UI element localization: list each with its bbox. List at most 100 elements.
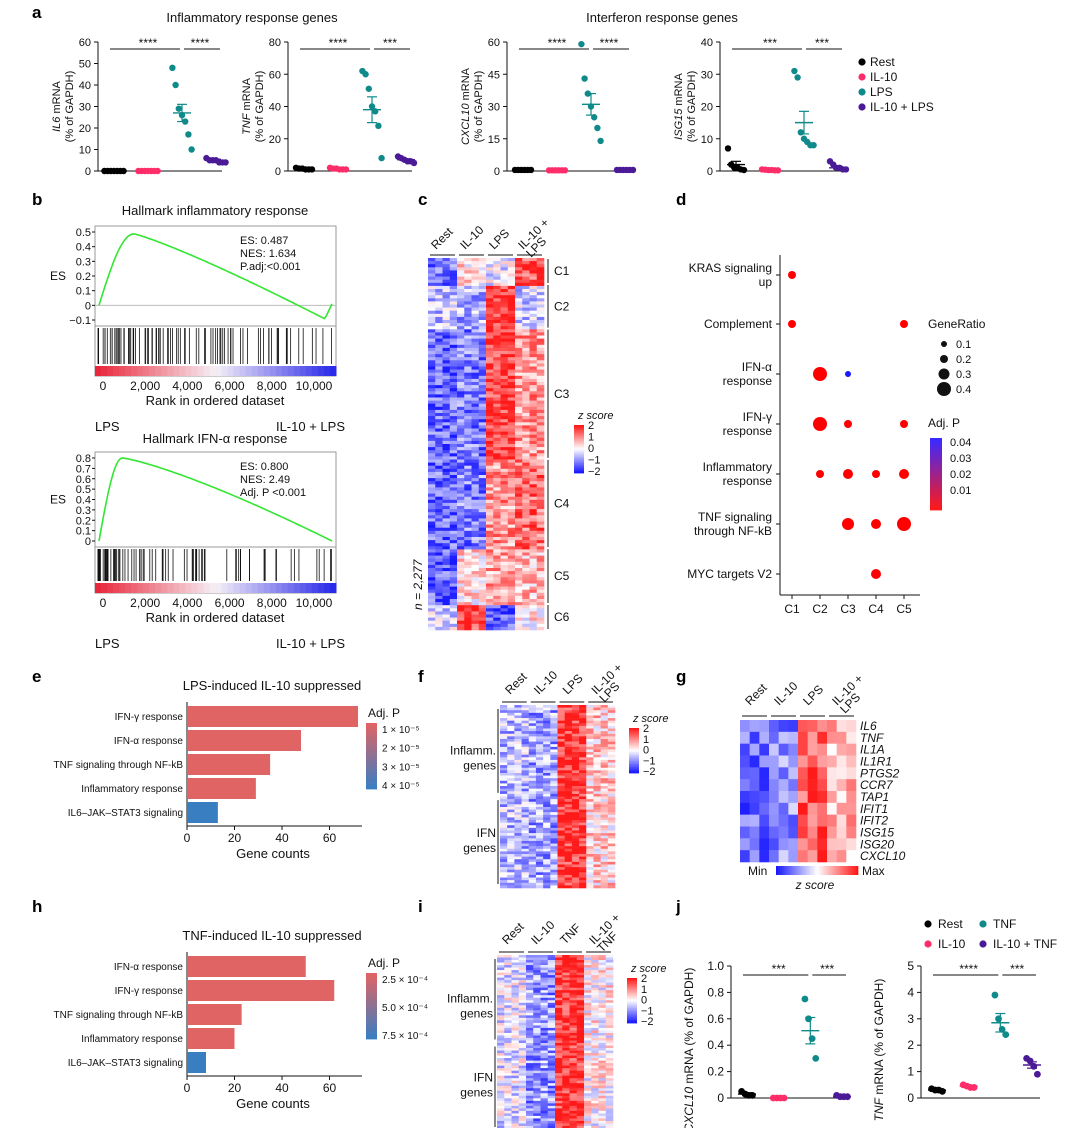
panel-f-heatmap-cell bbox=[557, 791, 565, 795]
panel-i-heatmap-cell bbox=[605, 1043, 614, 1046]
heatmap-c-cell bbox=[442, 524, 451, 528]
heatmap-c-cell bbox=[500, 434, 509, 439]
heatmap-c-cell bbox=[464, 620, 472, 625]
heatmap-c-cell bbox=[529, 509, 538, 513]
panel-i-heatmap-cell bbox=[511, 1110, 520, 1114]
panel-i-heatmap-cell bbox=[533, 1068, 541, 1071]
panel-i-heatmap-cell bbox=[511, 1005, 520, 1009]
panel-i-heatmap-cell bbox=[540, 1040, 549, 1044]
significance-mark: **** bbox=[191, 36, 210, 50]
rank-gradient bbox=[131, 366, 138, 376]
panel-f-heatmap-cell bbox=[550, 718, 558, 721]
panel-i-heatmap-cell bbox=[540, 1050, 549, 1054]
panel-i-heatmap-cell bbox=[547, 1020, 556, 1024]
panel-f-heatmap-cell bbox=[579, 804, 587, 808]
data-point bbox=[120, 167, 127, 175]
panel-i-heatmap-cell bbox=[511, 1085, 520, 1089]
heatmap-c-cell bbox=[464, 577, 472, 581]
heatmap-c-cell bbox=[515, 620, 523, 625]
panel-i-heatmap-cell bbox=[497, 1085, 505, 1089]
panel-label-g: g bbox=[676, 667, 686, 686]
panel-f-heatmap-cell bbox=[564, 867, 573, 870]
heatmap-c-cell bbox=[486, 366, 494, 370]
heatmap-c-cell bbox=[486, 595, 494, 600]
panel-f-heatmap-cell bbox=[550, 762, 558, 766]
panel-f-heatmap-cell bbox=[586, 814, 594, 818]
rank-gradient bbox=[197, 366, 204, 376]
panel-i-heatmap-cell bbox=[562, 980, 570, 983]
panel-i-heatmap-cell bbox=[576, 977, 585, 981]
panel-i-heatmap-cell bbox=[598, 1045, 607, 1049]
panel-f-heatmap-cell bbox=[564, 817, 573, 821]
heatmap-c-cell bbox=[449, 354, 458, 358]
heatmap-c-cell bbox=[471, 419, 480, 423]
heatmap-c-cell bbox=[464, 437, 472, 442]
heatmap-c-cell bbox=[464, 313, 472, 318]
heatmap-c-cell bbox=[529, 323, 538, 327]
panel-i-heatmap-cell bbox=[555, 960, 563, 963]
panel-i-heatmap-cell bbox=[526, 980, 534, 983]
panel-i-heatmap-cell bbox=[547, 982, 556, 986]
panel-i-heatmap-cell bbox=[576, 982, 585, 986]
x-tick-label: 6,000 bbox=[215, 379, 245, 393]
heatmap-c-cell bbox=[435, 555, 443, 559]
panel-f-heatmap-cell bbox=[535, 843, 544, 847]
panel-i-heatmap-cell bbox=[605, 1032, 614, 1036]
panel-f-heatmap-cell bbox=[571, 861, 580, 865]
panel-f-heatmap-cell bbox=[607, 752, 616, 755]
panel-i-heatmap-cell bbox=[526, 1105, 534, 1109]
panel-f-heatmap-cell bbox=[586, 738, 594, 742]
panel-f-heatmap-cell bbox=[550, 856, 558, 860]
panel-f-heatmap-cell bbox=[557, 854, 565, 857]
panel-f-heatmap-cell bbox=[528, 877, 537, 881]
heatmap-c-cell bbox=[536, 382, 545, 386]
panel-f-heatmap-cell bbox=[507, 757, 515, 761]
panel-f-heatmap-cell bbox=[500, 846, 508, 850]
heatmap-c-cell bbox=[536, 475, 545, 479]
adjp-gradient bbox=[366, 992, 377, 996]
panel-f-heatmap-cell bbox=[557, 820, 565, 823]
heatmap-c-cell bbox=[435, 568, 443, 572]
heatmap-c-cell bbox=[457, 444, 465, 448]
heatmap-c-cell bbox=[529, 372, 538, 377]
heatmap-c-cell bbox=[493, 527, 501, 532]
panel-f-heatmap-cell bbox=[550, 864, 558, 868]
heatmap-c-cell bbox=[478, 258, 487, 262]
panel-i-heatmap-cell bbox=[576, 985, 585, 988]
cluster-x-label: C3 bbox=[840, 602, 856, 616]
heatmap-c-cell bbox=[442, 471, 451, 476]
bar-term-label: IFN-α response bbox=[114, 736, 184, 747]
heatmap-c-cell bbox=[435, 524, 443, 528]
heatmap-c-cell bbox=[471, 481, 480, 485]
heatmap-c-cell bbox=[442, 434, 451, 439]
panel-i-heatmap-cell bbox=[526, 1085, 534, 1089]
panel-i-heatmap-cell bbox=[576, 1010, 585, 1014]
heatmap-c-cell bbox=[457, 577, 465, 581]
panel-i-heatmap-cell bbox=[562, 1027, 570, 1031]
heatmap-c-cell bbox=[442, 577, 451, 581]
panel-i-heatmap-cell bbox=[555, 1078, 563, 1082]
heatmap-c-cell bbox=[486, 499, 494, 504]
panel-i-heatmap-cell bbox=[605, 965, 614, 968]
heatmap-c-cell bbox=[536, 515, 545, 519]
panel-f-heatmap-cell bbox=[528, 731, 537, 735]
heatmap-c-cell bbox=[471, 530, 480, 535]
heatmap-c-cell bbox=[522, 360, 530, 364]
panel-i-heatmap-cell bbox=[598, 975, 607, 978]
heatmap-c-cell bbox=[529, 369, 538, 373]
heatmap-c-cell bbox=[464, 468, 472, 473]
panel-f-heatmap-cell bbox=[507, 851, 515, 855]
panel-i-heatmap-cell bbox=[497, 962, 505, 966]
panel-i-heatmap-cell bbox=[584, 980, 592, 983]
panel-i-heatmap-cell bbox=[504, 982, 512, 986]
zscore-gradient bbox=[629, 731, 639, 733]
panel-f-heatmap-cell bbox=[514, 869, 522, 873]
heatmap-c-cell bbox=[536, 276, 545, 280]
heatmap-c-cell bbox=[464, 564, 472, 569]
heatmap-c-cell bbox=[529, 298, 538, 302]
heatmap-c-cell bbox=[457, 413, 465, 417]
heatmap-c-cell bbox=[515, 301, 523, 305]
heatmap-c-cell bbox=[522, 273, 530, 277]
panel-i-heatmap-cell bbox=[526, 967, 534, 971]
heatmap-c-cell bbox=[529, 608, 538, 612]
